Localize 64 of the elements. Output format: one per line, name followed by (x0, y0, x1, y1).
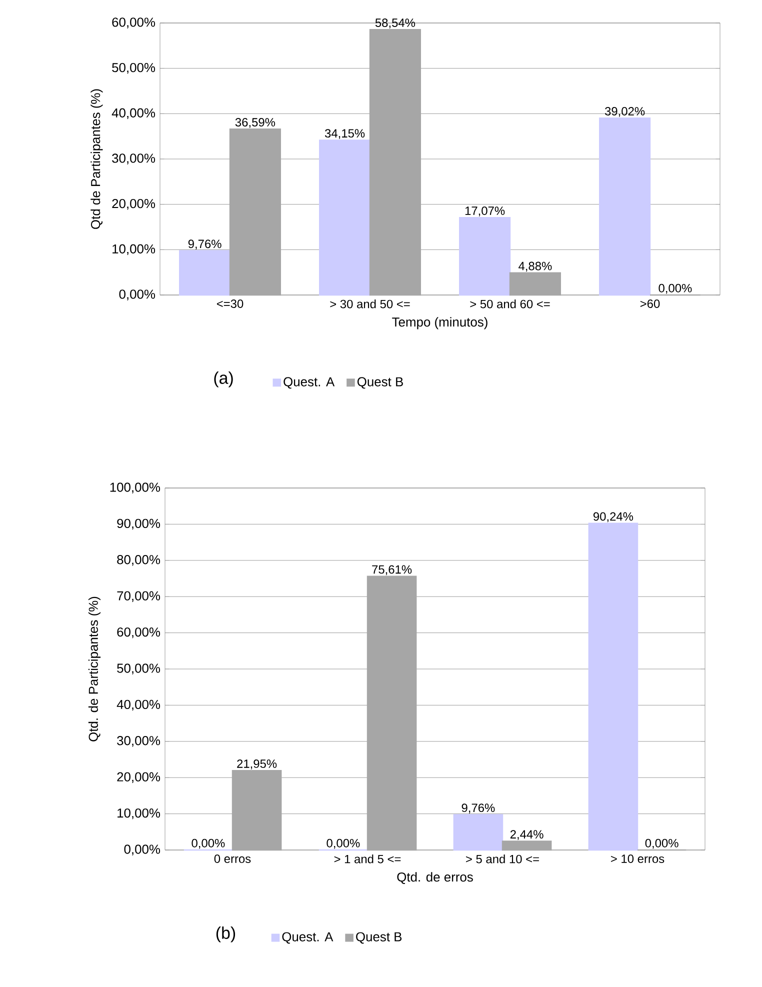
data-label: 36,59% (235, 118, 276, 128)
data-label: 9,76% (188, 240, 222, 250)
y-tick-label: 10,00% (118, 808, 160, 820)
data-label: 9,76% (462, 804, 495, 814)
data-label: 39,02% (604, 107, 645, 117)
x-tick-label: > 10 erros (611, 854, 664, 863)
legend-label: Quest. A (284, 377, 335, 389)
y-tick-label: 100,00% (110, 482, 160, 494)
bar (179, 250, 231, 296)
y-tick-label: 50,00% (112, 62, 156, 74)
x-tick-label: > 30 and 50 <= (330, 300, 410, 308)
data-label: 90,24% (593, 512, 634, 522)
x-tick-label: 0 erros (214, 854, 251, 863)
data-label: 75,61% (372, 565, 412, 576)
bar (369, 29, 421, 296)
y-tick-label: 30,00% (117, 736, 160, 747)
y-axis-title: Qtd. de Participantes (%) (88, 596, 101, 742)
y-tick-label: 80,00% (117, 555, 160, 566)
y-tick-label: 40,00% (112, 108, 156, 120)
data-label: 0,00% (658, 284, 692, 294)
text: (b) (216, 926, 236, 942)
bar (453, 814, 504, 851)
bar (459, 217, 511, 296)
data-label: 0,00% (326, 838, 360, 849)
data-label: 2,44% (510, 830, 544, 840)
bar (229, 128, 281, 296)
data-label: 0,00% (645, 838, 678, 849)
y-axis-title: Qtd de Participantes (%) (90, 89, 103, 229)
y-tick-label: 60,00% (117, 627, 160, 638)
x-tick-label: > 5 and 10 <= (466, 854, 539, 864)
bar (599, 118, 651, 296)
bar (366, 576, 417, 851)
x-axis-title: Qtd. de erros (397, 872, 473, 884)
data-label: 21,95% (237, 759, 277, 770)
data-label: 0,00% (192, 838, 225, 849)
data-label: 4,88% (518, 262, 552, 272)
x-tick-label: > 50 and 60 <= (470, 300, 550, 308)
bar (588, 522, 638, 851)
y-tick-label: 10,00% (112, 244, 156, 256)
y-tick-label: 70,00% (117, 591, 160, 602)
y-tick-label: 0,00% (119, 290, 156, 300)
y-tick-label: 60,00% (112, 18, 156, 28)
y-tick-label: 90,00% (117, 518, 160, 530)
data-label: 58,54% (375, 18, 416, 28)
bar (502, 840, 552, 851)
bar (509, 272, 561, 296)
x-tick-label: >60 (640, 300, 660, 308)
x-axis-title: Tempo (minutos) (392, 317, 488, 330)
y-tick-label: 0,00% (124, 844, 160, 856)
bar (232, 770, 282, 851)
y-tick-label: 40,00% (116, 700, 160, 711)
legend-label: Quest B (356, 932, 402, 944)
y-tick-label: 50,00% (117, 664, 160, 674)
text: (a) (214, 372, 233, 388)
y-tick-label: 20,00% (112, 198, 156, 210)
data-label: 34,15% (324, 129, 365, 139)
data-label: 17,07% (465, 206, 505, 216)
x-tick-label: <=30 (216, 300, 244, 308)
y-tick-label: 20,00% (117, 772, 160, 783)
bar (319, 140, 371, 296)
x-tick-label: > 1 and 5 <= (334, 854, 401, 864)
legend-label: Quest. A (282, 932, 334, 944)
legend-label: Quest B (357, 377, 403, 389)
y-tick-label: 30,00% (112, 154, 156, 164)
